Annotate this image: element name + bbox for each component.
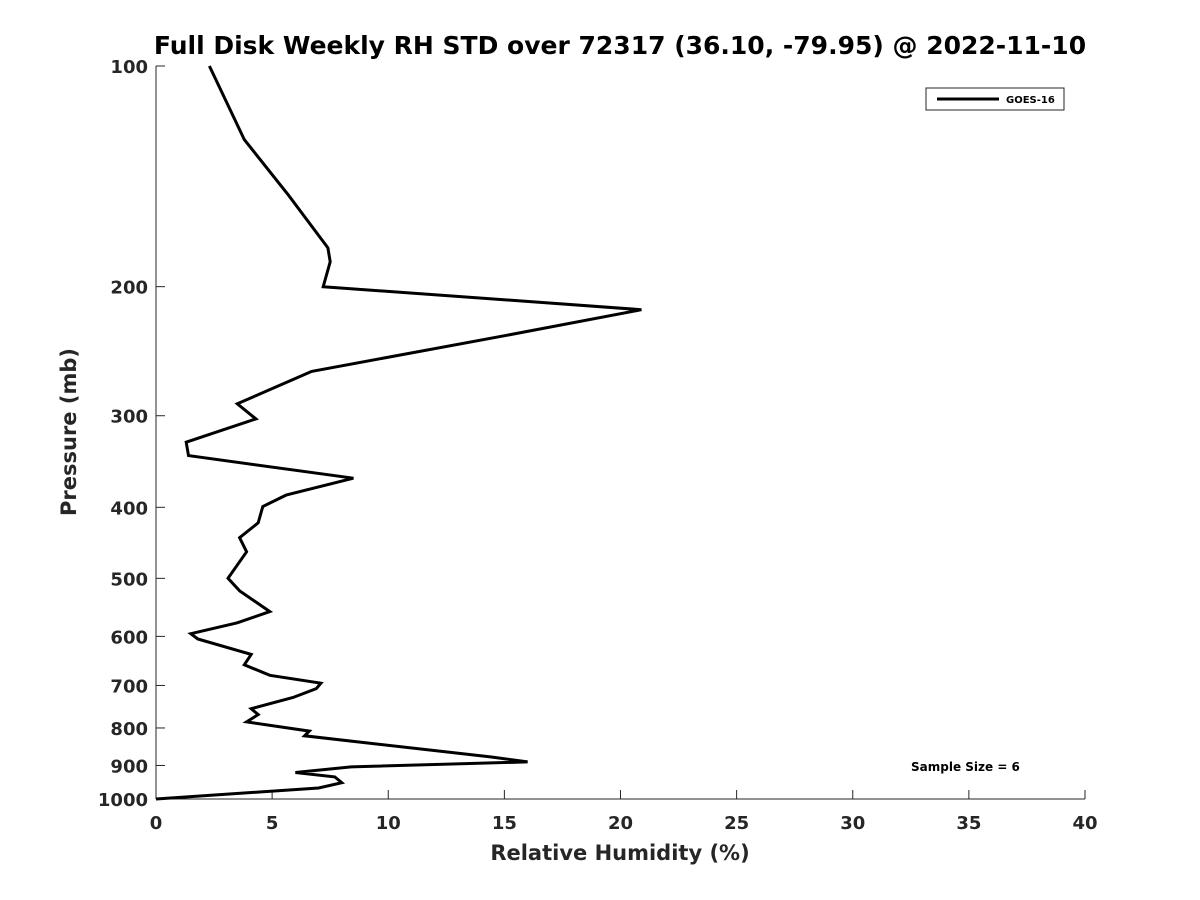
y-axis-label: Pressure (mb) — [57, 348, 81, 516]
sample-size-annotation: Sample Size = 6 — [911, 760, 1020, 774]
x-tick-label: 10 — [376, 813, 401, 834]
x-tick-label: 5 — [266, 813, 279, 834]
x-tick-label: 30 — [840, 813, 865, 834]
y-tick-label: 600 — [110, 627, 148, 648]
legend: GOES-16 — [925, 87, 1065, 111]
y-tick-label: 700 — [110, 676, 148, 697]
y-tick-label: 800 — [110, 719, 148, 740]
series-layer — [155, 65, 642, 801]
x-tick-label: 35 — [956, 813, 981, 834]
y-tick-label: 500 — [110, 569, 148, 590]
y-tick-label: 200 — [110, 278, 148, 299]
chart-title: Full Disk Weekly RH STD over 72317 (36.1… — [154, 31, 1086, 60]
x-ticks: 0 5 10 15 20 25 30 35 40 — [150, 790, 1098, 834]
y-tick-label: 400 — [110, 498, 148, 519]
x-tick-label: 25 — [724, 813, 749, 834]
x-axis-label: Relative Humidity (%) — [490, 841, 749, 865]
x-tick-label: 15 — [492, 813, 517, 834]
x-tick-label: 20 — [608, 813, 633, 834]
y-tick-label: 900 — [110, 756, 148, 777]
x-tick-label: 0 — [150, 813, 163, 834]
y-tick-label: 300 — [110, 407, 148, 428]
series-line-goes-16 — [155, 65, 642, 801]
legend-entry-goes-16: GOES-16 — [1006, 95, 1055, 106]
y-ticks: 100 200 300 400 500 600 700 800 900 1000 — [98, 57, 165, 811]
y-tick-label: 1000 — [98, 790, 148, 811]
x-tick-label: 40 — [1072, 813, 1097, 834]
y-tick-label: 100 — [110, 57, 148, 78]
